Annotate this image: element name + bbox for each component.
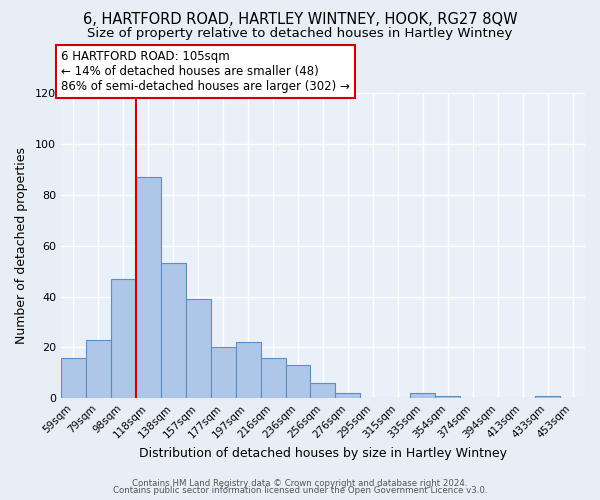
X-axis label: Distribution of detached houses by size in Hartley Wintney: Distribution of detached houses by size … [139, 447, 507, 460]
Text: Size of property relative to detached houses in Hartley Wintney: Size of property relative to detached ho… [88, 28, 512, 40]
Bar [186, 299, 211, 398]
Text: 6 HARTFORD ROAD: 105sqm
← 14% of detached houses are smaller (48)
86% of semi-de: 6 HARTFORD ROAD: 105sqm ← 14% of detache… [61, 50, 350, 93]
Text: Contains HM Land Registry data © Crown copyright and database right 2024.: Contains HM Land Registry data © Crown c… [132, 478, 468, 488]
Bar [410, 393, 435, 398]
Bar [535, 396, 560, 398]
Bar [111, 278, 136, 398]
Bar [61, 358, 86, 399]
Bar [435, 396, 460, 398]
Bar [260, 358, 286, 399]
Bar [286, 366, 310, 398]
Y-axis label: Number of detached properties: Number of detached properties [15, 147, 28, 344]
Bar [161, 264, 186, 398]
Bar [310, 383, 335, 398]
Bar [335, 393, 361, 398]
Bar [211, 348, 236, 399]
Text: 6, HARTFORD ROAD, HARTLEY WINTNEY, HOOK, RG27 8QW: 6, HARTFORD ROAD, HARTLEY WINTNEY, HOOK,… [83, 12, 517, 28]
Text: Contains public sector information licensed under the Open Government Licence v3: Contains public sector information licen… [113, 486, 487, 495]
Bar [236, 342, 260, 398]
Bar [136, 177, 161, 398]
Bar [86, 340, 111, 398]
